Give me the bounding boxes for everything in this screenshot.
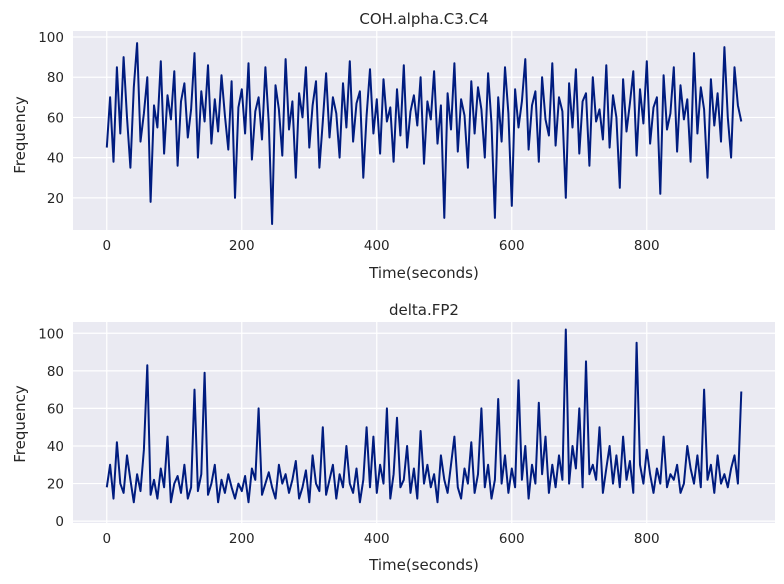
y-tick-label: 40: [47, 151, 64, 167]
y-tick-label: 40: [47, 439, 64, 455]
y-tick-label: 80: [47, 70, 64, 86]
x-tick-label: 0: [102, 531, 111, 547]
x-tick-label: 800: [634, 531, 660, 547]
x-tick-label: 400: [364, 531, 390, 547]
subplot-delta-fp2: 0 200 400 600 800 0 20 40 60 80 100 delta.FP2 Time…: [11, 301, 775, 574]
y-tick-label: 20: [47, 477, 64, 493]
series-line: [105, 42, 743, 225]
y-tick-label: 100: [38, 30, 64, 46]
y-tick-label: 80: [47, 364, 64, 380]
plot-area: [73, 31, 775, 230]
y-tick-label: 20: [47, 191, 64, 207]
x-tick-label: 200: [229, 531, 255, 547]
x-tick-label: 0: [102, 238, 111, 254]
subplot-coh-alpha: 0 200 400 600 800 20 40 60 80 100 COH.alpha.C3.C4…: [11, 10, 775, 282]
y-axis-label: Frequency: [11, 385, 29, 463]
x-tick-label: 600: [499, 531, 525, 547]
x-tick-label: 200: [229, 238, 255, 254]
y-tick-label: 100: [38, 326, 64, 342]
y-tick-label: 60: [47, 401, 64, 417]
tick-labels: 0 200 400 600 800 20 40 60 80 100: [38, 30, 659, 254]
y-tick-label: 60: [47, 110, 64, 126]
series-line: [105, 328, 743, 504]
chart-title: delta.FP2: [389, 301, 459, 319]
x-tick-label: 600: [499, 238, 525, 254]
x-tick-label: 800: [634, 238, 660, 254]
x-axis-label: Time(seconds): [368, 556, 479, 574]
y-axis-label: Frequency: [11, 96, 29, 174]
plot-area: [73, 322, 775, 523]
x-axis-label: Time(seconds): [368, 264, 479, 282]
gridlines: [73, 322, 775, 523]
tick-labels: 0 200 400 600 800 0 20 40 60 80 100: [38, 326, 659, 547]
chart-title: COH.alpha.C3.C4: [359, 10, 488, 28]
y-tick-label: 0: [55, 514, 64, 530]
x-tick-label: 400: [364, 238, 390, 254]
